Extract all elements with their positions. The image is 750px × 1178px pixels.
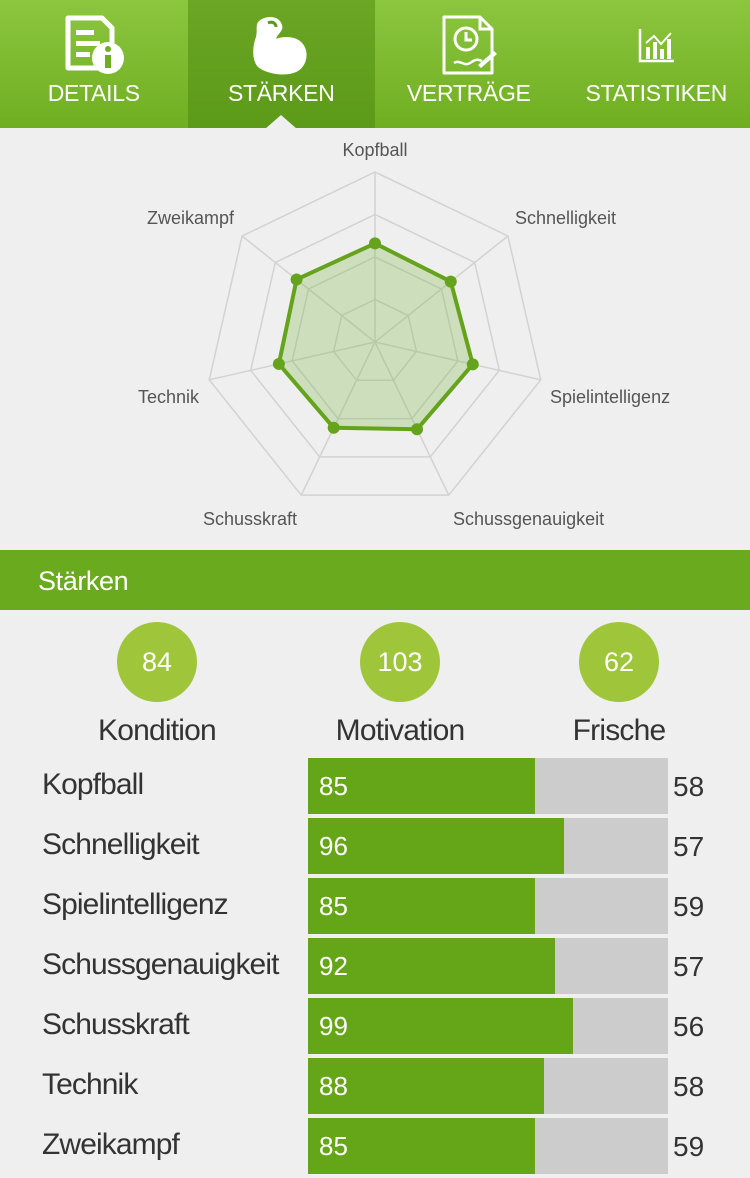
section-title: Stärken (38, 566, 129, 596)
radar-axis-line (374, 341, 541, 381)
tab-label: STATISTIKEN (585, 80, 728, 106)
attribute-bar-value: 92 (319, 951, 348, 981)
stat-circle: 62 (579, 622, 659, 702)
attribute-bar-value: 88 (319, 1071, 348, 1101)
attribute-name: Spielintelligenz (42, 888, 229, 921)
radar-axis-line (241, 235, 376, 343)
attribute-value: 58 (673, 771, 705, 802)
radar-series-area (276, 241, 475, 432)
tab-statistiken[interactable]: STATISTIKEN (563, 0, 750, 128)
tab-staerken[interactable]: STÄRKEN (187, 0, 376, 129)
attribute-name: Schnelligkeit (42, 828, 200, 861)
attribute-bar-fill (308, 938, 555, 994)
radar-chart: Kopfball Schnelligkeit Spielintelligenz Sch… (0, 128, 750, 550)
radar-point-schusskraft (327, 421, 340, 434)
radar-grid-ring (249, 213, 501, 458)
attribute-bar-fill (308, 878, 535, 934)
attribute-row: Schussgenauigkeit 92 57 (0, 938, 750, 994)
attribute-value: 57 (673, 951, 705, 982)
attribute-bar: 88 (308, 1058, 668, 1114)
attribute-bar-fill (308, 998, 573, 1054)
radar-grid-ring (208, 171, 542, 496)
attribute-bar-fill (308, 1118, 535, 1174)
radar-axis-line (300, 341, 376, 496)
attribute-name: Schussgenauigkeit (42, 948, 279, 981)
attribute-bar-fill (308, 818, 564, 874)
attribute-row: Schnelligkeit 96 57 (0, 818, 750, 874)
radar-axis-label: Kopfball (342, 140, 408, 160)
attribute-value: 57 (673, 831, 705, 862)
radar-axis-label: Schusskraft (202, 509, 297, 529)
attribute-bar: 96 (308, 818, 668, 874)
radar-axis-label: Schnelligkeit (515, 208, 617, 228)
attribute-row: Spielintelligenz 85 59 (0, 878, 750, 934)
attribute-bar-value: 99 (319, 1011, 348, 1041)
muscle-icon (188, 14, 376, 76)
contract-icon (375, 14, 563, 76)
stat-label: Motivation (335, 714, 466, 747)
attribute-bar-value: 85 (319, 1131, 348, 1161)
active-tab-caret (265, 115, 298, 129)
attribute-row: Kopfball 85 58 (0, 758, 750, 814)
attribute-bar: 99 (308, 998, 668, 1054)
attribute-name: Schusskraft (42, 1008, 190, 1041)
radar-axis-line (374, 235, 509, 343)
stat-circle: 84 (117, 622, 197, 702)
details-icon (0, 14, 188, 76)
radar-axis-label: Zweikampf (146, 208, 234, 228)
attribute-bar: 92 (308, 938, 668, 994)
attribute-bar: 85 (308, 758, 668, 814)
attribute-bar-fill (308, 1058, 544, 1114)
radar-grid-ring (332, 298, 418, 382)
radar-axis-line (209, 341, 376, 381)
radar-point-schnelligkeit (444, 275, 457, 288)
attribute-bar-value: 85 (319, 771, 348, 801)
attribute-bar-value: 96 (319, 831, 348, 861)
attribute-bar-fill (308, 758, 535, 814)
tab-label: STÄRKEN (227, 80, 335, 106)
attribute-value: 59 (673, 1131, 705, 1162)
attribute-name: Technik (42, 1068, 138, 1101)
attribute-row: Schusskraft 99 56 (0, 998, 750, 1054)
attribute-value: 56 (673, 1011, 705, 1042)
radar-axis-line (374, 341, 450, 496)
top-tab-bar: DETAILS STÄRKEN VERTRÄGE (0, 0, 750, 129)
tab-details[interactable]: DETAILS (0, 0, 188, 128)
attribute-value: 58 (673, 1071, 705, 1102)
radar-point-kopfball (369, 237, 381, 250)
stat-circle: 103 (360, 622, 440, 702)
attribute-bar-value: 85 (319, 891, 348, 921)
attribute-name: Zweikampf (42, 1128, 180, 1161)
stat-label: Frische (572, 714, 667, 747)
statistics-icon (563, 14, 750, 76)
radar-chart-svg (208, 171, 542, 496)
tab-vertraege[interactable]: VERTRÄGE (375, 0, 563, 128)
radar-axis-label: Spielintelligenz (550, 387, 671, 407)
section-header: Stärken (0, 550, 750, 610)
stat-label: Kondition (98, 714, 217, 747)
attribute-bar: 85 (308, 878, 668, 934)
stat-kondition: 84 Kondition (57, 622, 257, 748)
stat-motivation: 103 Motivation (300, 622, 500, 748)
attribute-bar: 85 (308, 1118, 668, 1174)
attribute-row: Technik 88 58 (0, 1058, 750, 1114)
radar-point-technik (272, 357, 285, 370)
radar-grid-ring (291, 256, 459, 420)
attribute-row: Zweikampf 85 59 (0, 1118, 750, 1174)
radar-point-spielintelligenz (466, 358, 479, 371)
radar-axis-label: Schussgenauigkeit (453, 509, 605, 529)
radar-point-schussgenauigkeit (411, 423, 424, 436)
tab-label: DETAILS (47, 80, 140, 106)
attribute-name: Kopfball (42, 768, 144, 801)
radar-point-zweikampf (290, 273, 303, 286)
stat-frische: 62 Frische (519, 622, 719, 748)
tab-label: VERTRÄGE (406, 80, 531, 106)
attribute-value: 59 (673, 891, 705, 922)
radar-axis-label: Technik (137, 387, 199, 407)
